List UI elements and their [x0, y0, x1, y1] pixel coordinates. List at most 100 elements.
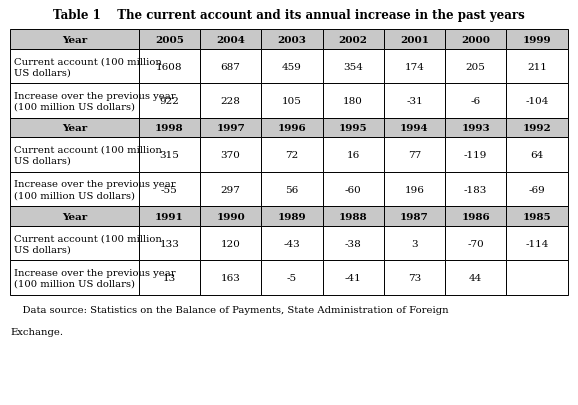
- Text: 77: 77: [408, 151, 421, 160]
- Bar: [445, 119, 506, 138]
- Bar: [384, 173, 445, 207]
- Text: 459: 459: [282, 62, 302, 72]
- Bar: [384, 261, 445, 295]
- Bar: [323, 226, 384, 261]
- Bar: [506, 30, 568, 50]
- Bar: [139, 84, 200, 119]
- Text: 2002: 2002: [339, 36, 368, 45]
- Text: 2000: 2000: [461, 36, 490, 45]
- Text: -69: -69: [529, 185, 545, 194]
- Text: 211: 211: [527, 62, 547, 72]
- Text: 205: 205: [466, 62, 486, 72]
- Text: 73: 73: [408, 273, 421, 283]
- Text: Current account (100 million
US dollars): Current account (100 million US dollars): [14, 234, 162, 254]
- Text: Increase over the previous year
(100 million US dollars): Increase over the previous year (100 mil…: [14, 180, 176, 200]
- Text: Data source: Statistics on the Balance of Payments, State Administration of Fore: Data source: Statistics on the Balance o…: [10, 305, 449, 314]
- Bar: [445, 261, 506, 295]
- Bar: [323, 207, 384, 226]
- Text: 56: 56: [286, 185, 298, 194]
- Text: 1999: 1999: [523, 36, 551, 45]
- Bar: [384, 207, 445, 226]
- Bar: [323, 30, 384, 50]
- Text: 13: 13: [163, 273, 176, 283]
- Text: -41: -41: [345, 273, 361, 283]
- Bar: [10, 30, 139, 50]
- Text: 1995: 1995: [339, 124, 368, 133]
- Bar: [261, 30, 323, 50]
- Text: -60: -60: [345, 185, 361, 194]
- Text: Current account (100 million
US dollars): Current account (100 million US dollars): [14, 57, 162, 77]
- Text: 3: 3: [411, 239, 418, 248]
- Text: 2004: 2004: [216, 36, 245, 45]
- Bar: [200, 138, 261, 173]
- Text: 133: 133: [160, 239, 179, 248]
- Bar: [261, 173, 323, 207]
- Text: -119: -119: [464, 151, 487, 160]
- Bar: [10, 226, 139, 261]
- Text: 2003: 2003: [277, 36, 306, 45]
- Bar: [445, 84, 506, 119]
- Bar: [200, 30, 261, 50]
- Text: 354: 354: [343, 62, 363, 72]
- Bar: [384, 119, 445, 138]
- Bar: [139, 119, 200, 138]
- Text: -5: -5: [287, 273, 297, 283]
- Bar: [200, 173, 261, 207]
- Text: -114: -114: [525, 239, 549, 248]
- Text: 1988: 1988: [339, 212, 368, 221]
- Bar: [139, 226, 200, 261]
- Bar: [139, 138, 200, 173]
- Text: 1998: 1998: [155, 124, 184, 133]
- Text: 64: 64: [531, 151, 543, 160]
- Bar: [506, 226, 568, 261]
- Text: Year: Year: [62, 124, 87, 133]
- Text: 687: 687: [221, 62, 240, 72]
- Bar: [323, 119, 384, 138]
- Bar: [10, 261, 139, 295]
- Bar: [506, 261, 568, 295]
- Bar: [506, 84, 568, 119]
- Bar: [323, 138, 384, 173]
- Bar: [323, 84, 384, 119]
- Bar: [506, 138, 568, 173]
- Text: 2005: 2005: [155, 36, 184, 45]
- Bar: [139, 207, 200, 226]
- Text: 1994: 1994: [400, 124, 429, 133]
- Text: 297: 297: [221, 185, 240, 194]
- Text: 1986: 1986: [461, 212, 490, 221]
- Bar: [445, 207, 506, 226]
- Text: 1997: 1997: [216, 124, 245, 133]
- Bar: [200, 261, 261, 295]
- Text: 2001: 2001: [400, 36, 429, 45]
- Bar: [384, 138, 445, 173]
- Text: 228: 228: [221, 97, 240, 106]
- Text: 72: 72: [286, 151, 298, 160]
- Bar: [10, 138, 139, 173]
- Text: 1993: 1993: [461, 124, 490, 133]
- Bar: [384, 226, 445, 261]
- Bar: [384, 30, 445, 50]
- Text: -31: -31: [406, 97, 423, 106]
- Bar: [10, 84, 139, 119]
- Bar: [506, 50, 568, 84]
- Text: 922: 922: [160, 97, 179, 106]
- Bar: [261, 50, 323, 84]
- Bar: [200, 50, 261, 84]
- Bar: [139, 261, 200, 295]
- Bar: [384, 84, 445, 119]
- Text: Increase over the previous year
(100 million US dollars): Increase over the previous year (100 mil…: [14, 268, 176, 288]
- Text: 1991: 1991: [155, 212, 184, 221]
- Text: Table 1    The current account and its annual increase in the past years: Table 1 The current account and its annu…: [53, 9, 525, 21]
- Text: 196: 196: [405, 185, 424, 194]
- Bar: [506, 119, 568, 138]
- Bar: [506, 207, 568, 226]
- Text: Exchange.: Exchange.: [10, 328, 64, 337]
- Text: 1990: 1990: [216, 212, 245, 221]
- Text: -38: -38: [345, 239, 361, 248]
- Bar: [323, 50, 384, 84]
- Bar: [10, 173, 139, 207]
- Bar: [200, 119, 261, 138]
- Text: 16: 16: [347, 151, 360, 160]
- Bar: [10, 207, 139, 226]
- Bar: [384, 50, 445, 84]
